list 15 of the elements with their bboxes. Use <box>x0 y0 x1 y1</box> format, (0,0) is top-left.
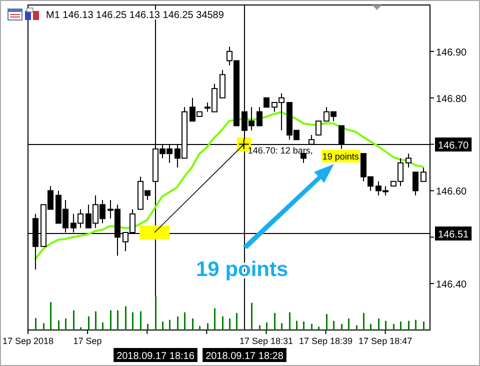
annotation: 19 points <box>322 151 360 162</box>
y-tick-label: 146.40 <box>436 280 468 291</box>
x-tick-label: 17 Sep 18:31 <box>239 336 294 346</box>
ref-line-label: 146.70 <box>438 140 470 152</box>
ref-line-label: 146.51 <box>438 230 470 240</box>
y-tick-label: 146.90 <box>436 47 468 58</box>
annotation: 146.70: 12 bars, <box>248 145 313 156</box>
x-tick-label: 17 Sep 2018 <box>2 336 54 346</box>
y-tick-label: 146.80 <box>436 94 468 105</box>
ref-line-label: 2018.09.17 18:28 <box>206 351 284 362</box>
y-tick-label: 146.60 <box>436 186 468 198</box>
ref-line-label: 2018.09.17 18:16 <box>116 351 195 362</box>
x-tick-label: 17 Sep 18:47 <box>358 336 412 346</box>
x-tick-label: 17 Sep 18:39 <box>298 336 353 346</box>
x-tick-label: 17 Sep <box>73 336 102 346</box>
